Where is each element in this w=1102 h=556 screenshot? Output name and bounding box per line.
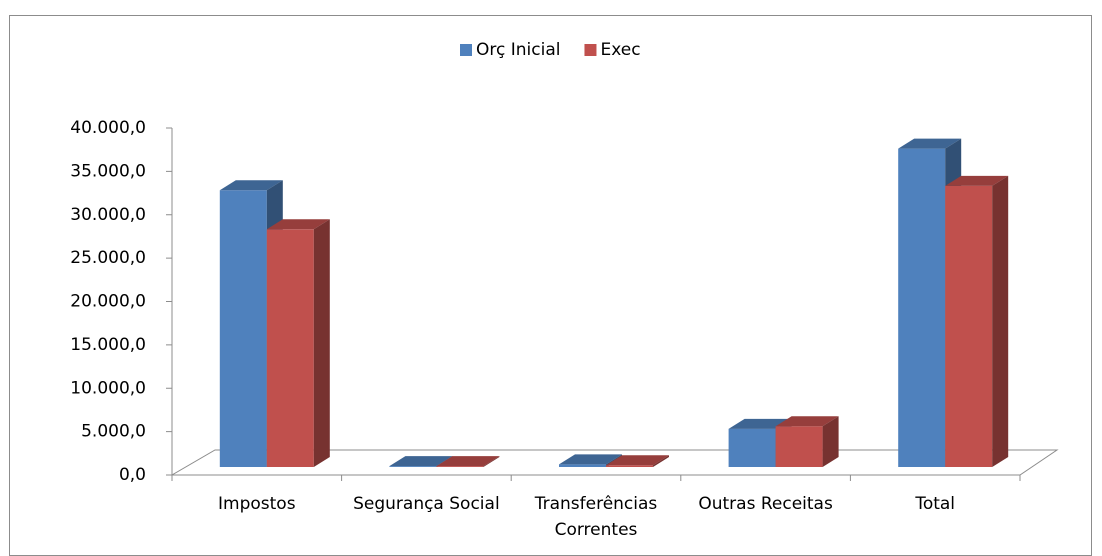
bar-top [898,138,962,149]
bar-top [266,219,330,230]
bar-top [945,175,1009,186]
bar-front [606,465,653,467]
x-tick-label: Outras Receitas [698,494,833,514]
x-tick-label: Transferências Correntes [534,494,658,540]
legend-label: Exec [600,40,640,60]
bar-side [653,455,669,467]
y-tick-label: 30.000,0 [70,205,146,225]
y-tick-label: 25.000,0 [70,248,146,268]
x-tick-label: Segurança Social [353,494,500,514]
legend-swatch [460,44,472,56]
bar [436,456,500,467]
bar-side [313,219,330,467]
bar-top [436,456,500,467]
bar [606,455,669,467]
bar-side [822,416,839,467]
bar-front [775,426,823,467]
bar [775,416,839,467]
bar-front [266,229,314,467]
floor [170,449,1059,476]
bar-top [219,180,283,191]
x-tick-label: Total [915,494,956,514]
bar [945,175,1009,467]
bar-front [898,148,946,467]
bar-top [775,416,839,427]
bar-side [992,175,1009,467]
bar-front [219,190,267,467]
y-tick-label: 35.000,0 [70,161,146,181]
y-tick-label: 40.000,0 [70,118,146,138]
bar-front [945,185,993,467]
bar [266,219,330,467]
legend-label: Orç Inicial [476,40,560,60]
y-tick-label: 5.000,0 [81,422,146,442]
y-tick-label: 15.000,0 [70,335,146,355]
bar-top [559,454,622,465]
bar-top [389,456,453,467]
y-tick-label: 0,0 [119,465,146,485]
bar-side [483,456,500,467]
bar-front [436,466,484,467]
y-tick-label: 20.000,0 [70,292,146,312]
bar-front [728,428,776,467]
x-tick-label: Impostos [218,494,296,514]
bar-front [559,464,606,467]
legend-swatch [584,44,597,56]
bar-front [389,466,437,467]
y-tick-label: 10.000,0 [70,378,146,398]
bar-top [606,455,669,466]
